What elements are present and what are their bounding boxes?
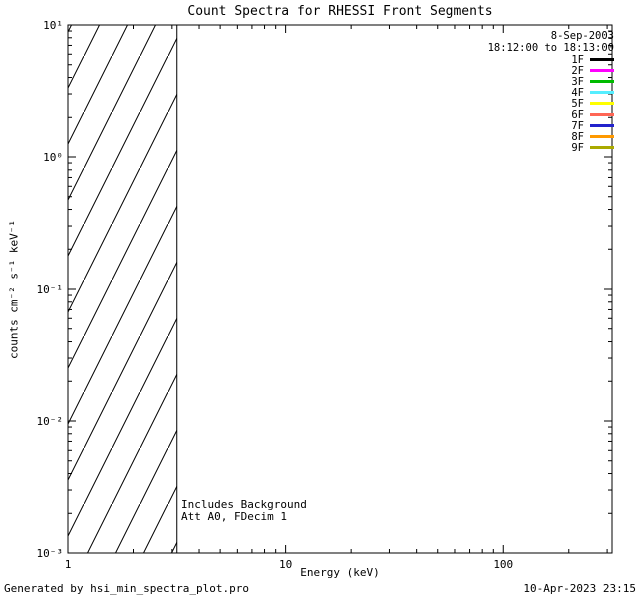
legend-date: 8-Sep-2003 <box>550 30 614 42</box>
x-tick-label: 1 <box>65 558 72 571</box>
legend-entry-swatch <box>590 91 614 94</box>
generated-by-text: Generated by hsi_min_spectra_plot.pro <box>4 582 250 595</box>
legend-entry-label: 4F <box>571 86 584 99</box>
plot-annotations: Includes Background Att A0, FDecim 1 <box>181 499 307 522</box>
legend-entry-swatch <box>590 135 614 138</box>
x-tick-label: 10 <box>279 558 292 571</box>
legend-entry: 6F <box>488 108 614 121</box>
legend-entry-label: 9F <box>571 141 584 154</box>
y-tick-label: 10¹ <box>43 19 63 32</box>
y-axis-label: counts cm⁻² s⁻¹ keV⁻¹ <box>7 219 21 360</box>
legend-entry: 9F <box>488 141 614 154</box>
legend-entry: 3F <box>488 75 614 88</box>
legend-entry-swatch <box>590 124 614 127</box>
legend-entry-label: 1F <box>571 53 584 66</box>
legend-entry-label: 5F <box>571 97 584 110</box>
legend-entry: 1F <box>488 53 614 66</box>
legend-entry-swatch <box>590 102 614 105</box>
annotation-includes-background: Includes Background <box>181 498 307 511</box>
legend-entry-swatch <box>590 69 614 72</box>
x-axis-label: Energy (keV) <box>300 566 380 579</box>
legend-time-range: 18:12:00 to 18:13:00 <box>487 42 614 54</box>
legend-entry-label: 8F <box>571 130 584 143</box>
legend: 8-Sep-2003 18:12:00 to 18:13:00 1F 2F 3F 4F… <box>487 30 614 154</box>
hatched-region <box>68 25 177 553</box>
legend-entry-label: 3F <box>571 75 584 88</box>
legend-entry: 5F <box>488 97 614 110</box>
y-tick-label: 10⁰ <box>43 151 63 164</box>
legend-entry-swatch <box>590 146 614 149</box>
legend-entry-swatch <box>590 80 614 83</box>
y-tick-label: 10⁻¹ <box>37 283 64 296</box>
legend-entries: 1F 2F 3F 4F 5F 6F 7F 8F 9F <box>488 53 614 154</box>
y-tick-label: 10⁻² <box>37 415 64 428</box>
legend-entry: 7F <box>488 119 614 132</box>
annotation-attenuator-state: Att A0, FDecim 1 <box>181 509 287 523</box>
legend-entry-label: 7F <box>571 119 584 132</box>
legend-entry-label: 6F <box>571 108 584 121</box>
y-tick-label: 10⁻³ <box>37 547 64 560</box>
legend-entry-swatch <box>590 113 614 116</box>
legend-entry: 2F <box>488 64 614 77</box>
legend-entry: 4F <box>488 86 614 99</box>
chart-title: Count Spectra for RHESSI Front Segments <box>187 4 493 19</box>
legend-entry-label: 2F <box>571 64 584 77</box>
legend-entry: 8F <box>488 130 614 143</box>
x-tick-label: 100 <box>493 558 513 571</box>
legend-entry-swatch <box>590 58 614 61</box>
plot-timestamp: 10-Apr-2023 23:15 <box>523 582 636 595</box>
